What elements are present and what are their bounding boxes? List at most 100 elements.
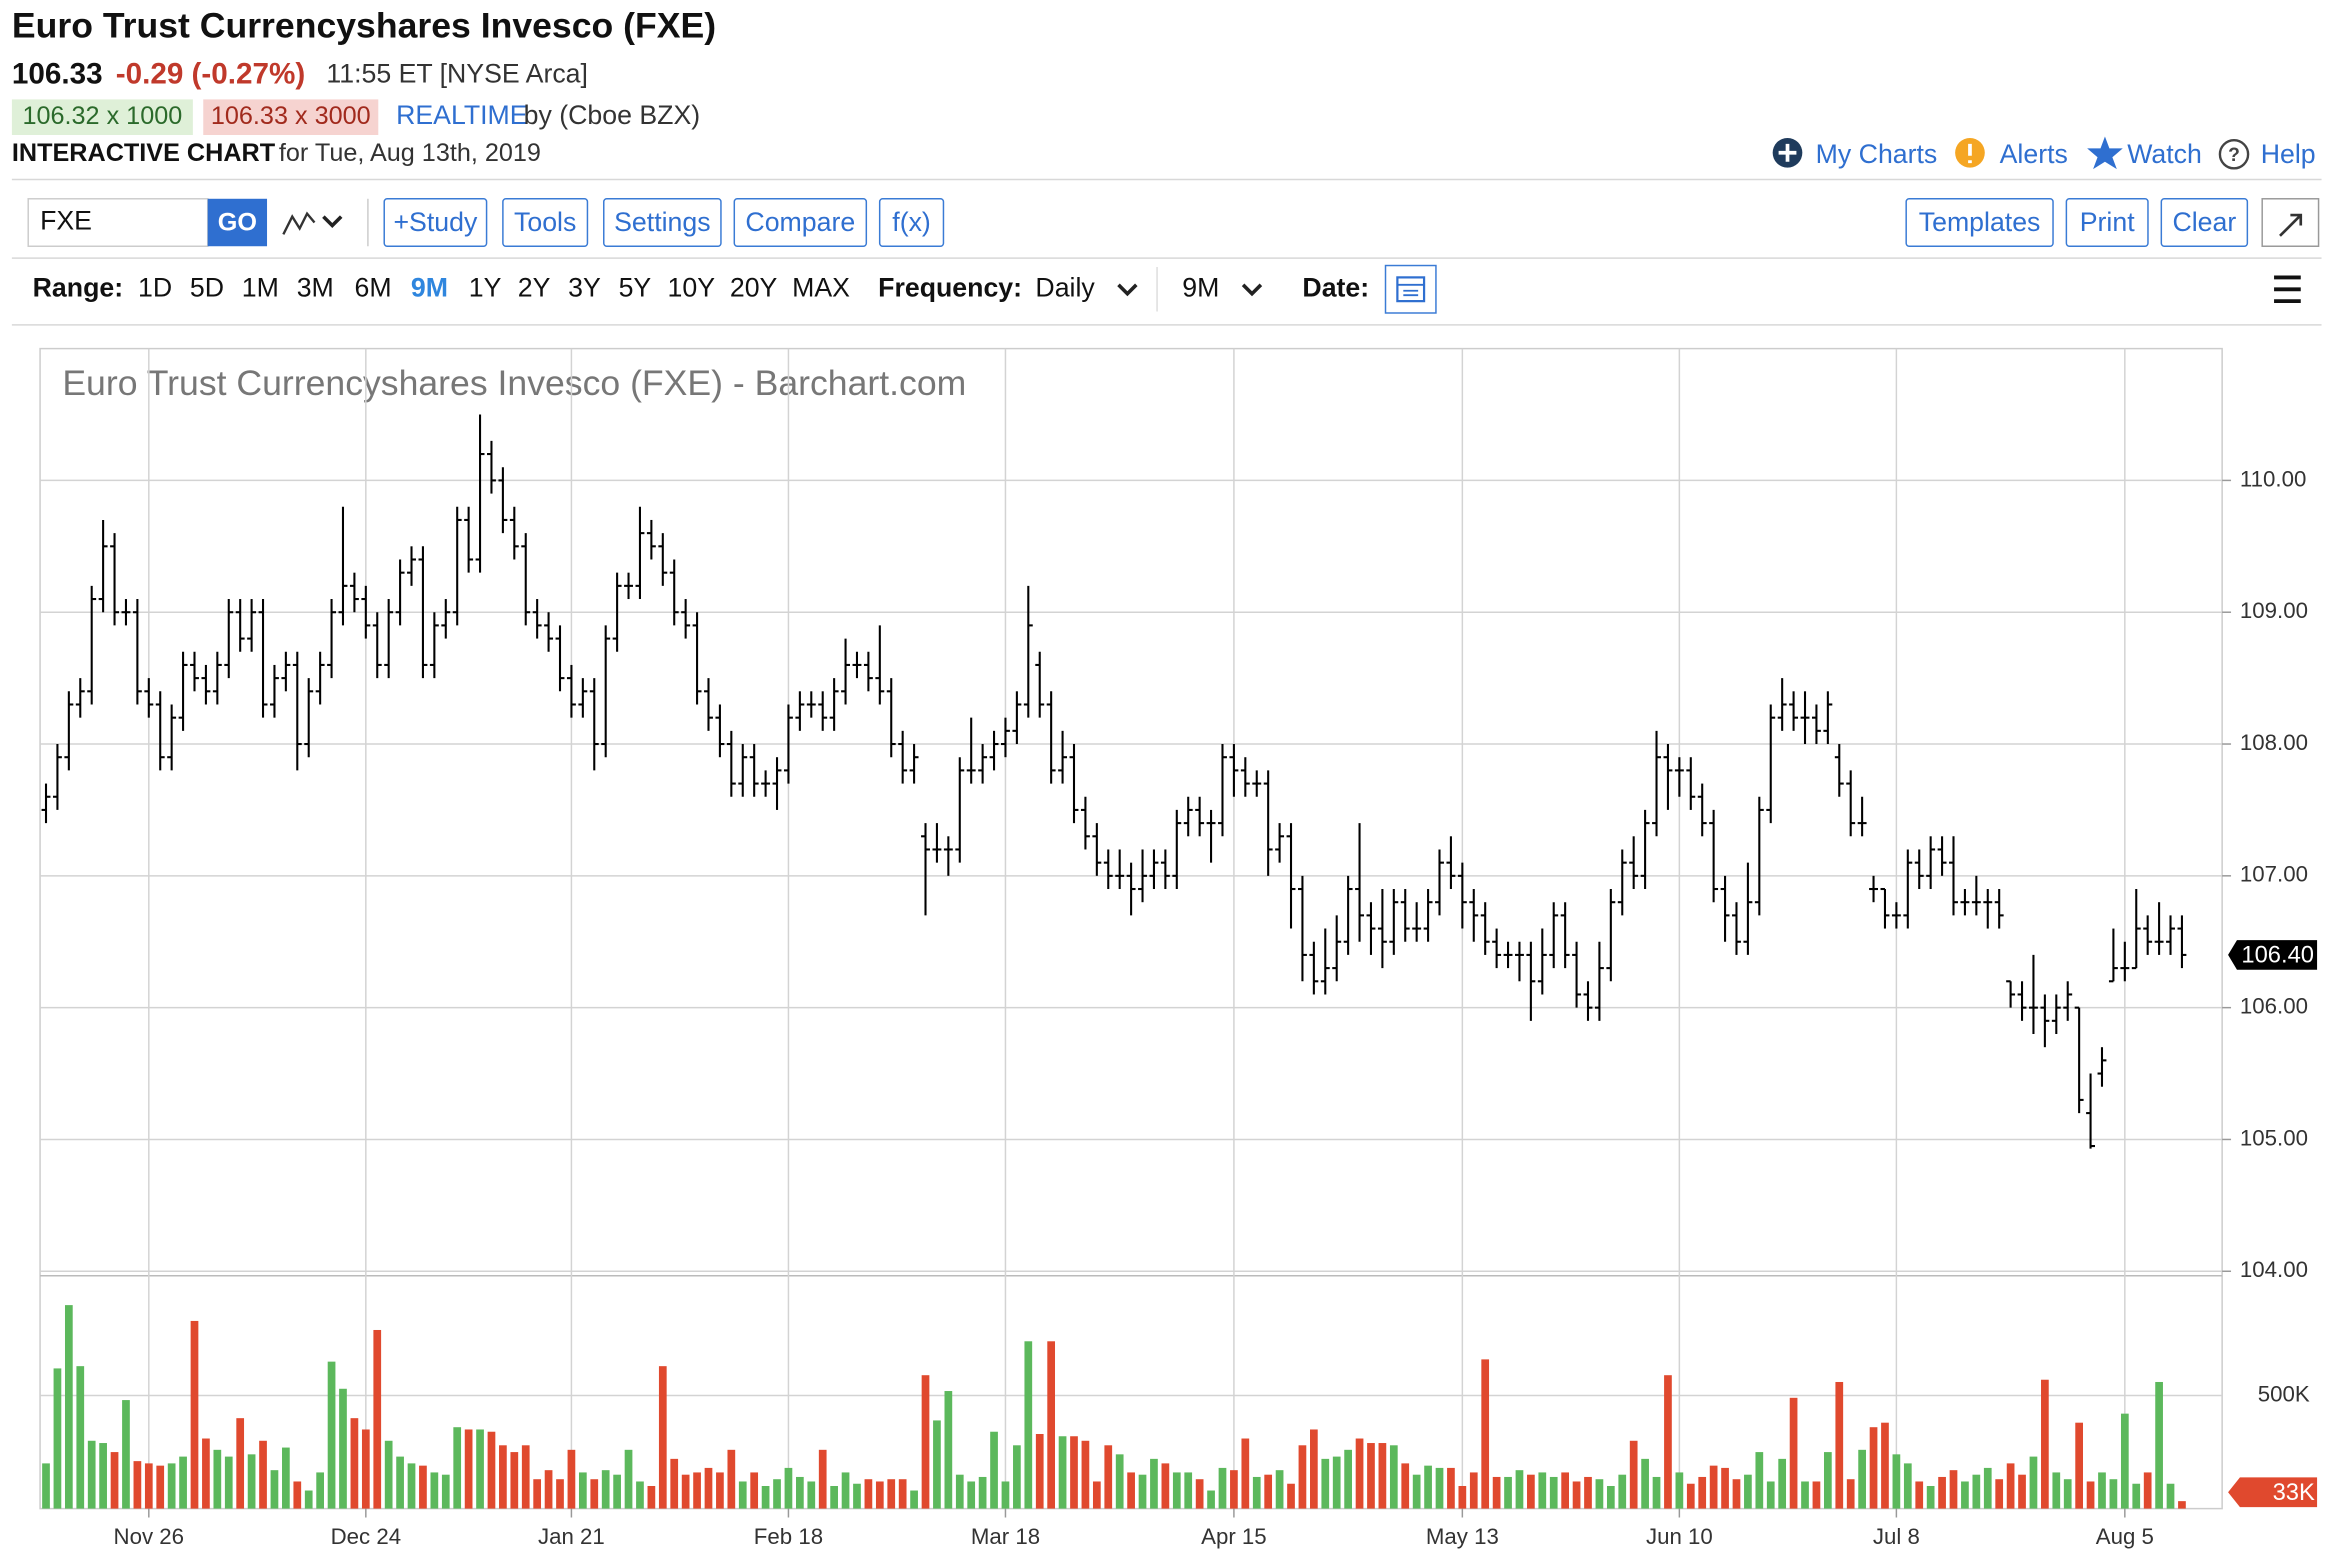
toolbar-button-label: Templates (1919, 207, 2041, 237)
go-label: GO (218, 209, 257, 237)
volume-bar (510, 1452, 519, 1509)
go-button[interactable] (207, 198, 268, 247)
volume-bar (179, 1456, 187, 1509)
volume-bar (944, 1391, 953, 1509)
range-option[interactable]: 5D (190, 272, 224, 302)
watch-icon[interactable] (2087, 136, 2123, 170)
volume-bar (1492, 1476, 1501, 1509)
volume-bar (1355, 1438, 1364, 1509)
volume-bar (670, 1458, 679, 1509)
help-icon[interactable] (2218, 138, 2250, 170)
nav-link[interactable]: Watch (2127, 139, 2202, 169)
date-label: Date: (1302, 272, 1369, 302)
range-option[interactable]: 1M (242, 272, 279, 302)
volume-bar (1709, 1465, 1718, 1509)
volume-bar (2052, 1472, 2061, 1509)
range-option[interactable]: 1D (138, 272, 172, 302)
range-option[interactable]: 3M (297, 272, 334, 302)
symbol-input[interactable] (27, 198, 209, 247)
volume-bar (1881, 1422, 1889, 1509)
volume-bar (1435, 1467, 1444, 1509)
range-option[interactable]: 5Y (619, 272, 652, 302)
volume-bar (1961, 1481, 1969, 1509)
volume-bar (1926, 1485, 1935, 1509)
x-tick-label: Nov 26 (114, 1524, 185, 1549)
volume-bar (430, 1472, 439, 1509)
range-option[interactable]: 3Y (568, 272, 601, 302)
volume-bar (1515, 1470, 1524, 1509)
x-tick-label: Jan 21 (538, 1524, 605, 1549)
x-tick-label: Mar 18 (971, 1524, 1040, 1549)
period-value[interactable]: 9M (1182, 272, 1219, 302)
toolbar-button-label: f(x) (892, 207, 931, 237)
range-option[interactable]: 1Y (469, 272, 502, 302)
volume-bar (156, 1465, 165, 1509)
volume-bar (1024, 1341, 1033, 1509)
toolbar-button[interactable] (383, 198, 488, 247)
chart-type-icon[interactable] (282, 211, 316, 235)
volume-bar (1287, 1483, 1295, 1509)
toolbar-button[interactable] (2160, 198, 2249, 247)
volume-bar (681, 1474, 690, 1509)
volume-bar (1732, 1479, 1741, 1509)
volume-bar (1150, 1458, 1158, 1509)
toolbar-button[interactable] (2065, 198, 2149, 247)
volume-bar (578, 1472, 587, 1509)
y-tick-label: 105.00 (2240, 1125, 2308, 1150)
range-option[interactable]: 20Y (730, 272, 778, 302)
toolbar-button[interactable] (1905, 198, 2054, 247)
date-button[interactable] (1384, 264, 1437, 314)
toolbar-button[interactable] (733, 198, 868, 247)
volume-bar (1264, 1474, 1273, 1509)
menu-icon[interactable] (2274, 275, 2301, 304)
toolbar-button-label: Clear (2172, 207, 2236, 237)
range-option[interactable]: 9M (411, 272, 448, 302)
volume-bar (133, 1461, 142, 1509)
toolbar-button[interactable] (502, 198, 589, 247)
last-price-tag (2228, 940, 2318, 970)
volume-bar (1744, 1474, 1752, 1509)
range-label: Range: (33, 272, 123, 302)
chart-type-chevron[interactable] (322, 215, 343, 228)
volume-bar (841, 1472, 850, 1509)
range-option[interactable]: 2Y (518, 272, 551, 302)
bid-box (11, 99, 193, 135)
volume-bar (441, 1474, 450, 1509)
volume-bar (1332, 1456, 1341, 1509)
range-option[interactable]: 6M (355, 272, 392, 302)
nav-link[interactable]: Alerts (2000, 139, 2068, 169)
range-option[interactable]: MAX (792, 272, 850, 302)
expand-button[interactable] (2261, 198, 2320, 247)
range-option[interactable]: 10Y (668, 272, 716, 302)
volume-bar (247, 1454, 256, 1509)
volume-bar (282, 1447, 290, 1509)
volume-bar (1378, 1443, 1387, 1509)
realtime-link[interactable]: REALTIME (396, 100, 527, 130)
volume-tick-label: 500K (2258, 1381, 2310, 1406)
volume-bar (1721, 1467, 1729, 1509)
volume-bar (2098, 1472, 2106, 1509)
frequency-label: Frequency: (878, 272, 1022, 302)
nav-link[interactable]: Help (2261, 139, 2316, 169)
volume-bar (1755, 1452, 1764, 1509)
volume-bar (761, 1485, 770, 1509)
volume-bar (1549, 1476, 1558, 1509)
volume-bar (1458, 1485, 1467, 1509)
toolbar-button-label: Print (2080, 207, 2135, 237)
volume-bar (1070, 1436, 1078, 1509)
frequency-value[interactable]: Daily (1035, 272, 1095, 302)
toolbar-button[interactable] (878, 198, 945, 247)
volume-bar (167, 1463, 176, 1509)
volume-bar (933, 1420, 941, 1509)
nav-link[interactable]: My Charts (1816, 139, 1938, 169)
toolbar-button[interactable] (603, 198, 722, 247)
x-tick-label: May 13 (1426, 1524, 1499, 1549)
frequency-chevron[interactable] (1117, 283, 1138, 297)
volume-bar (1561, 1472, 1570, 1509)
volume-bar (453, 1427, 462, 1509)
x-tick-label: Apr 15 (1201, 1524, 1267, 1549)
period-chevron[interactable] (1241, 283, 1263, 297)
volume-bar (2086, 1481, 2095, 1509)
volume-bar (1230, 1470, 1238, 1509)
volume-bar (1138, 1474, 1147, 1509)
